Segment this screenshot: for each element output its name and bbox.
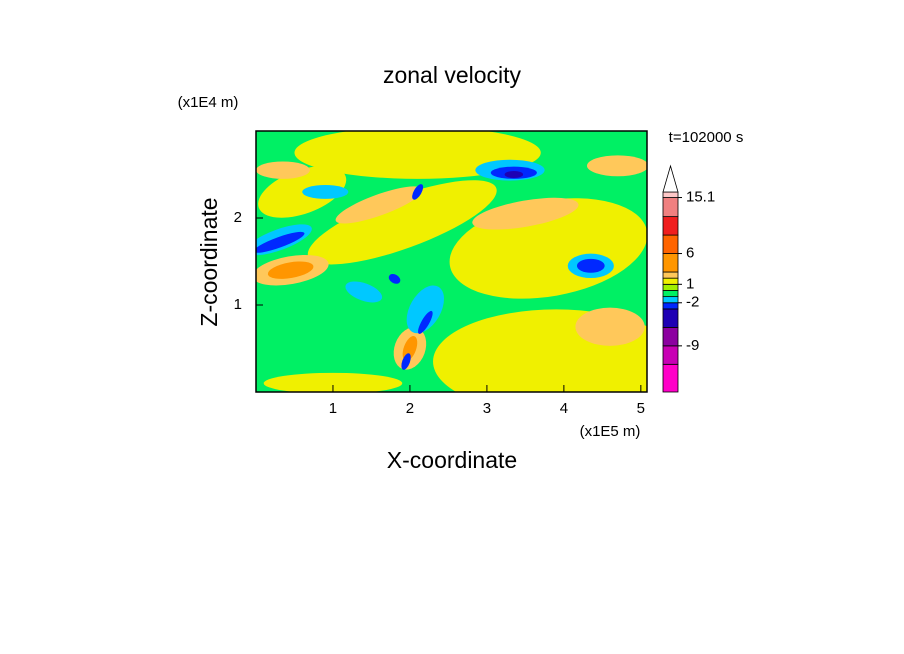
colorbar-tick-label: -2 (686, 294, 699, 311)
x-tick-label: 4 (560, 400, 568, 417)
contour-region (388, 274, 401, 284)
y-tick-label: 2 (234, 209, 242, 226)
colorbar-segment (662, 234, 679, 254)
contour-region (418, 310, 433, 334)
contour-region (586, 155, 647, 177)
colorbar-segment (662, 271, 679, 279)
colorbar-segment (662, 191, 679, 198)
chart-title: zonal velocity (383, 62, 522, 88)
colorbar-segment (662, 345, 679, 365)
x-scale-label: (x1E5 m) (580, 423, 641, 440)
contour-region (267, 261, 314, 279)
y-scale-label: (x1E4 m) (178, 94, 239, 111)
colorbar-segment (662, 283, 679, 291)
colorbar-segment (662, 326, 679, 347)
colorbar-segment (662, 296, 679, 304)
contour-region (406, 285, 444, 334)
y-tick-label: 1 (234, 296, 242, 313)
plot-frame (255, 130, 648, 393)
x-tick-label: 5 (637, 400, 645, 417)
contour-region (263, 372, 403, 392)
colorbar-segment (662, 363, 679, 393)
colorbar-segment (662, 308, 679, 328)
colorbar-tick-label: 1 (686, 275, 694, 292)
y-axis-label: Z-coordinate (196, 197, 222, 326)
contour-region (575, 307, 645, 346)
contour-region (256, 231, 305, 253)
contour-region (345, 281, 383, 303)
colorbar-tick-label: 15.1 (686, 189, 715, 206)
contour-region (302, 184, 349, 199)
x-tick-label: 1 (329, 400, 337, 417)
contour-region (335, 186, 423, 224)
colorbar-segment (662, 302, 679, 310)
colorbar-segment (662, 216, 679, 236)
annotation: t=102000 s (669, 129, 744, 146)
contour-region (412, 184, 424, 200)
contour-region (472, 197, 579, 230)
contour-region (504, 171, 524, 178)
contour-region (401, 353, 411, 370)
colorbar-segment (662, 277, 679, 285)
x-tick-label: 3 (483, 400, 491, 417)
x-tick-label: 2 (406, 400, 414, 417)
contour-region (307, 180, 497, 265)
contour-region (256, 161, 310, 179)
colorbar-tick-label: -9 (686, 337, 699, 354)
colorbar-segment (662, 197, 679, 218)
contour-field (256, 131, 647, 392)
colorbar-segment (662, 253, 679, 273)
contour-region (576, 258, 605, 273)
x-axis-label: X-coordinate (387, 447, 517, 473)
colorbar-extend (662, 164, 679, 193)
colorbar-segment (662, 290, 679, 298)
contour-region (258, 166, 347, 218)
colorbar-tick-label: 6 (686, 245, 694, 262)
